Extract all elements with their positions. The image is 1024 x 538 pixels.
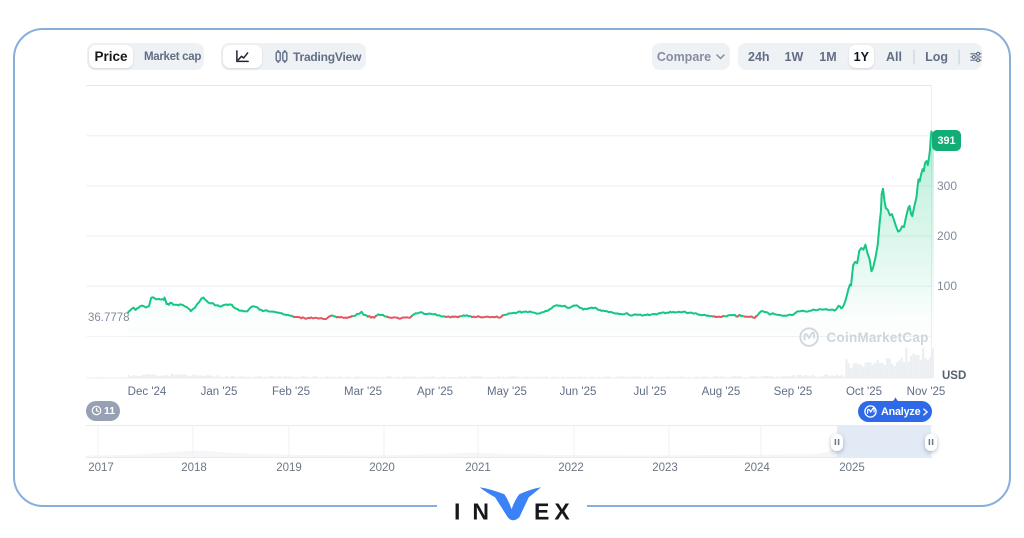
svg-text:IN: IN <box>454 499 501 525</box>
svg-text:EX: EX <box>534 499 575 525</box>
